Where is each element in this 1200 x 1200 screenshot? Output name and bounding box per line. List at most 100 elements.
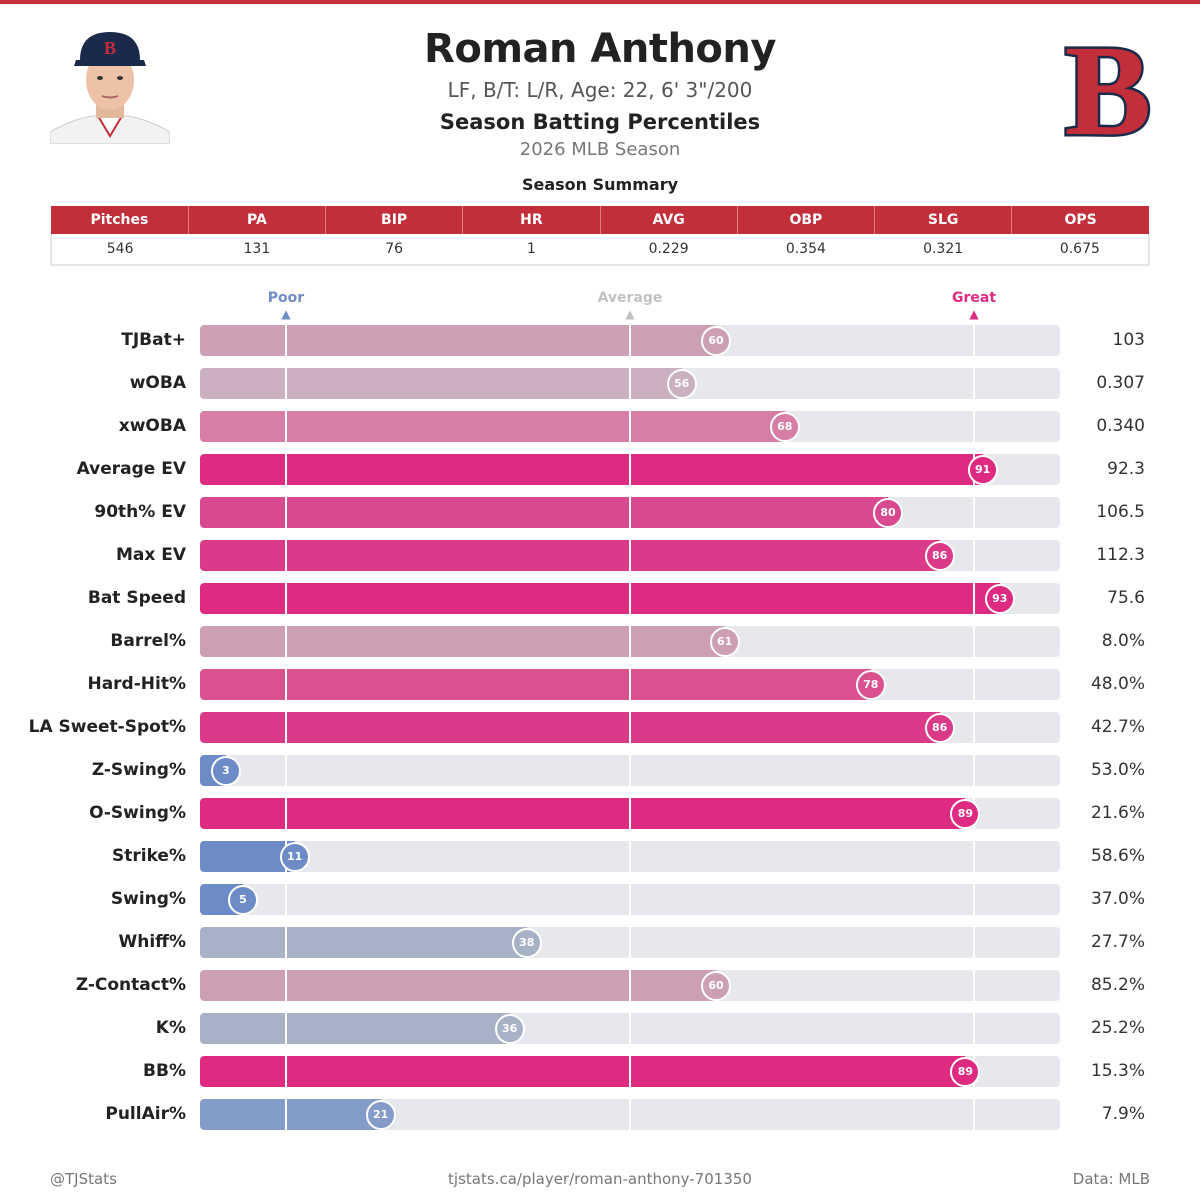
- percentile-badge: 60: [701, 326, 731, 356]
- svg-text:B: B: [1065, 24, 1152, 146]
- summary-value-cell: 0.229: [600, 234, 738, 266]
- marker-poor: Poor ▲: [226, 290, 346, 320]
- summary-value-cell: 0.675: [1011, 234, 1151, 266]
- percentile-badge: 38: [511, 928, 542, 958]
- percentile-badge: 86: [924, 713, 955, 743]
- percentile-row: wOBA 56 0.307: [0, 368, 1200, 399]
- player-name: Roman Anthony: [424, 26, 776, 72]
- reference-line: [285, 712, 287, 743]
- reference-line: [973, 497, 975, 528]
- reference-line: [285, 798, 287, 829]
- percentile-badge: 60: [701, 971, 731, 1001]
- reference-line: [629, 454, 631, 485]
- bar-track: [200, 583, 1060, 614]
- reference-line: [973, 884, 975, 915]
- percentile-badge: 91: [967, 455, 998, 485]
- team-logo: B: [1058, 17, 1158, 166]
- reference-line: [629, 712, 631, 743]
- summary-table: Pitches PA BIP HR AVG OBP SLG OPS 546 13…: [49, 206, 1151, 266]
- percentile-row: Z-Swing% 3 53.0%: [0, 755, 1200, 786]
- percentile-bar: [200, 1056, 966, 1087]
- bar-track: [200, 368, 1060, 399]
- reference-line: [629, 325, 631, 356]
- metric-value: 37.0%: [1090, 889, 1145, 909]
- reference-line: [629, 884, 631, 915]
- reference-line: [973, 755, 975, 786]
- metric-label: Max EV: [115, 545, 186, 565]
- percentile-bar: [200, 325, 716, 356]
- summary-header-row: Pitches PA BIP HR AVG OBP SLG OPS: [51, 206, 1149, 234]
- summary-value-cell: 0.321: [874, 234, 1012, 266]
- percentile-bar: [200, 669, 871, 700]
- metric-value: 75.6: [1107, 588, 1145, 608]
- percentile-badge: 56: [666, 369, 697, 399]
- percentile-row: Average EV 91 92.3: [0, 454, 1200, 485]
- percentile-bar: [200, 626, 725, 657]
- percentile-row: Bat Speed 93 75.6: [0, 583, 1200, 614]
- metric-value: 27.7%: [1090, 932, 1145, 952]
- metric-label: Barrel%: [110, 631, 186, 651]
- bar-track: [200, 497, 1060, 528]
- reference-line: [973, 669, 975, 700]
- percentile-bar: [200, 712, 940, 743]
- summary-header-cell: OPS: [1011, 206, 1149, 234]
- metric-value: 21.6%: [1090, 803, 1145, 823]
- reference-line: [629, 669, 631, 700]
- percentile-bar: [200, 454, 983, 485]
- reference-line: [973, 712, 975, 743]
- percentile-row: Max EV 86 112.3: [0, 540, 1200, 571]
- reference-line: [973, 540, 975, 571]
- reference-line: [629, 1013, 631, 1044]
- percentile-bar: [200, 497, 888, 528]
- metric-value: 42.7%: [1090, 717, 1145, 737]
- bar-track: [200, 798, 1060, 829]
- metric-label: Average EV: [76, 459, 186, 479]
- chart-subtitle: Season Batting Percentiles: [439, 110, 761, 134]
- player-bio: LF, B/T: L/R, Age: 22, 6' 3"/200: [447, 78, 753, 102]
- percentile-badge: 36: [494, 1014, 525, 1044]
- percentile-row: LA Sweet-Spot% 86 42.7%: [0, 712, 1200, 743]
- percentile-badge: 78: [855, 670, 886, 700]
- bar-track: [200, 325, 1060, 356]
- percentile-row: O-Swing% 89 21.6%: [0, 798, 1200, 829]
- percentile-row: TJBat+ 60 103: [0, 325, 1200, 356]
- reference-line: [973, 411, 975, 442]
- metric-value: 92.3: [1107, 459, 1145, 479]
- summary-value-cell: 76: [325, 234, 463, 266]
- percentile-bar: [200, 540, 940, 571]
- percentile-row: Z-Contact% 60 85.2%: [0, 970, 1200, 1001]
- reference-line: [629, 927, 631, 958]
- percentile-bar: [200, 368, 682, 399]
- bar-track: [200, 1056, 1060, 1087]
- reference-line: [285, 368, 287, 399]
- reference-line: [973, 626, 975, 657]
- percentile-bar: [200, 970, 716, 1001]
- footer-url: tjstats.ca/player/roman-anthony-701350: [448, 1170, 752, 1188]
- metric-value: 25.2%: [1090, 1018, 1145, 1038]
- metric-value: 112.3: [1096, 545, 1145, 565]
- percentile-badge: 3: [210, 756, 241, 786]
- marker-average-label: Average: [597, 290, 663, 306]
- percentile-badge: 86: [924, 541, 955, 571]
- percentile-badge: 21: [365, 1100, 396, 1130]
- percentile-badge: 11: [279, 842, 310, 872]
- metric-label: 90th% EV: [94, 502, 186, 522]
- marker-great-label: Great: [951, 290, 997, 306]
- percentile-badge: 61: [709, 627, 740, 657]
- season-label: 2026 MLB Season: [519, 139, 681, 160]
- top-accent-bar: [0, 0, 1200, 4]
- footer-handle: @TJStats: [50, 1170, 117, 1188]
- bar-track: [200, 712, 1060, 743]
- metric-label: Hard-Hit%: [87, 674, 186, 694]
- marker-average: Average ▲: [570, 290, 690, 320]
- reference-line: [629, 798, 631, 829]
- summary-value-cell: 546: [49, 234, 189, 266]
- bar-track: [200, 927, 1060, 958]
- bar-track: [200, 755, 1060, 786]
- bar-track: [200, 970, 1060, 1001]
- metric-value: 0.340: [1096, 416, 1145, 436]
- bar-track: [200, 841, 1060, 872]
- metric-label: Bat Speed: [87, 588, 186, 608]
- reference-line: [285, 884, 287, 915]
- metric-value: 15.3%: [1090, 1061, 1145, 1081]
